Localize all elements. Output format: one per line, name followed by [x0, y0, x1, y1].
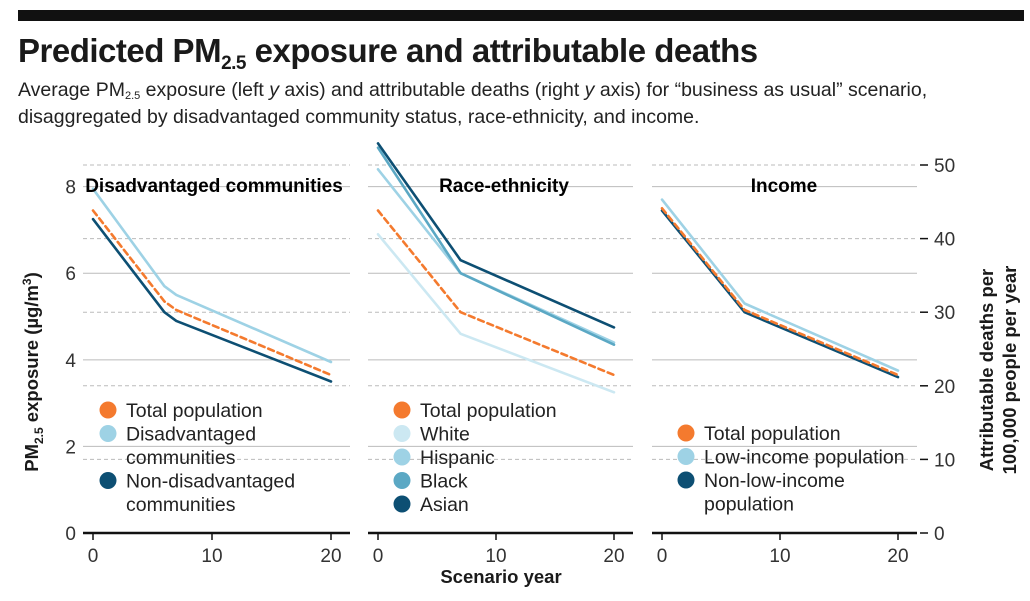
x-axis-label: Scenario year — [440, 566, 561, 587]
series-line-low-income-population — [660, 198, 900, 372]
legend-label: Disadvantaged — [126, 424, 256, 446]
legend-swatch — [677, 448, 695, 465]
legend-label: Total population — [704, 423, 841, 445]
right-tick-label: 50 — [934, 156, 955, 177]
right-tick-label: 0 — [934, 524, 945, 545]
legend-label: communities — [126, 494, 236, 516]
legend-swatch — [99, 425, 117, 442]
series-line-total-population — [376, 209, 616, 377]
x-tick-label: 20 — [320, 546, 341, 567]
legend-swatch — [99, 401, 117, 419]
legend-label: communities — [126, 447, 236, 469]
grid-layer — [83, 164, 917, 460]
left-tick-label: 8 — [65, 178, 76, 199]
left-tick-label: 4 — [65, 351, 76, 372]
chart-subtitle: Average PM2.5 exposure (left y axis) and… — [18, 79, 928, 128]
left-tick-label: 6 — [65, 264, 76, 285]
series-line-non-low-income-population — [660, 209, 900, 379]
series-line-asian — [376, 142, 616, 329]
series-line-white — [376, 233, 616, 394]
panel-title: Income — [751, 176, 818, 197]
x-tick-label: 0 — [373, 546, 384, 567]
right-axis-label-line2: 100,000 people per year — [999, 266, 1020, 475]
axes-layer — [83, 164, 928, 540]
right-tick-label: 40 — [934, 230, 955, 251]
left-tick-label: 0 — [65, 524, 76, 545]
legend-label: population — [704, 494, 794, 516]
x-tick-label: 20 — [887, 546, 908, 567]
legend-swatch — [393, 401, 411, 419]
left-tick-label: 2 — [65, 437, 76, 458]
legend-label: Black — [420, 471, 468, 493]
legend-label: Total population — [126, 400, 263, 422]
x-tick-label: 0 — [88, 546, 99, 567]
legend-swatch — [677, 424, 695, 442]
top-rule — [18, 10, 1024, 21]
legend-label: Asian — [420, 494, 469, 516]
legend-label: White — [420, 424, 470, 446]
legend-label: Non-disadvantaged — [126, 471, 295, 493]
x-tick-label: 20 — [603, 546, 624, 567]
right-tick-label: 30 — [934, 303, 955, 324]
legend-label: Low-income population — [704, 447, 905, 469]
right-axis-label-line1: Attributable deaths per — [976, 269, 997, 472]
series-line-black — [376, 146, 616, 347]
legend-swatch — [393, 472, 411, 489]
legend-swatch — [393, 448, 411, 466]
panel-title: Disadvantaged communities — [85, 176, 343, 197]
right-tick-label: 20 — [934, 377, 955, 398]
x-tick-label: 0 — [657, 546, 668, 567]
series-line-total-population — [660, 207, 900, 377]
series-line-total-population — [91, 209, 333, 377]
left-axis-label: PM2.5 exposure (µg/m3) — [20, 272, 46, 472]
chart-title: Predicted PM2.5 exposure and attributabl… — [18, 32, 758, 74]
panel-title: Race-ethnicity — [439, 176, 569, 197]
x-tick-label: 10 — [485, 546, 506, 567]
x-tick-label: 10 — [769, 546, 790, 567]
legend-swatch — [393, 425, 411, 442]
right-tick-label: 10 — [934, 450, 955, 471]
legend-swatch — [677, 471, 695, 489]
x-tick-label: 10 — [201, 546, 222, 567]
legend-swatch — [99, 472, 117, 489]
legend-label: Non-low-income — [704, 470, 845, 492]
series-line-disadvantaged-communities — [91, 187, 333, 364]
legend-label: Total population — [420, 400, 557, 422]
lines-layer — [91, 142, 900, 394]
legend-label: Hispanic — [420, 447, 495, 469]
legend-swatch — [393, 495, 411, 513]
series-line-non-disadvantaged-communities — [91, 217, 333, 383]
